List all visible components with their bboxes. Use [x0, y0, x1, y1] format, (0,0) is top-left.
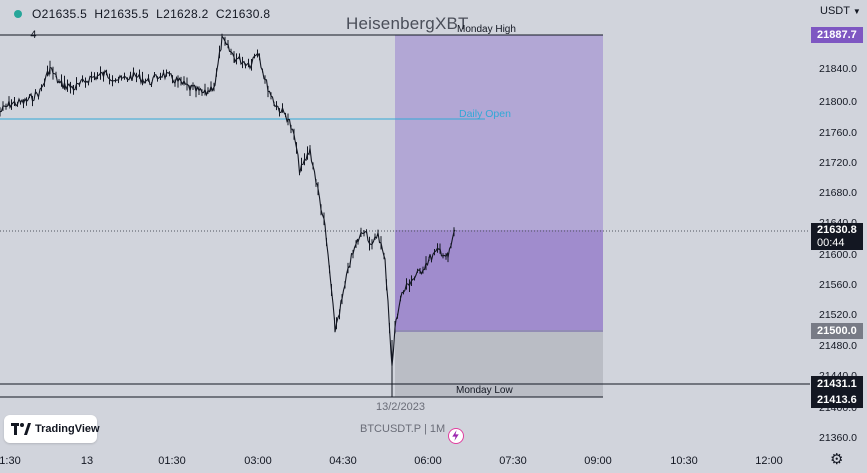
monday-high-label: Monday High	[457, 24, 516, 35]
monday-low-label: Monday Low	[456, 385, 513, 396]
y-tick: 21720.0	[819, 157, 857, 169]
x-tick: 13	[80, 455, 94, 467]
x-tick: 03:00	[244, 455, 272, 467]
y-tick: 21840.0	[819, 63, 857, 75]
x-tick: 1:30	[0, 455, 21, 467]
x-tick: 01:30	[158, 455, 186, 467]
countdown: 00:44	[817, 237, 845, 249]
y-tick: 21680.0	[819, 187, 857, 199]
last-price-tag: 21630.8 00:44	[811, 223, 863, 250]
crosshair-date: 13/2/2023	[376, 401, 425, 413]
tradingview-logo-text: TradingView	[35, 423, 100, 435]
last-price-value: 21630.8	[817, 224, 857, 236]
tradingview-logo[interactable]: TradingView	[4, 415, 100, 443]
daily-open-label: Daily Open	[459, 108, 511, 120]
y-tick: 21600.0	[819, 249, 857, 261]
y-tick: 21520.0	[819, 309, 857, 321]
ohlc-close: C21630.8	[215, 7, 271, 21]
y-tick: 21560.0	[819, 279, 857, 291]
box-low-tag: 21500.0	[811, 323, 863, 339]
low-tag-1: 21431.1	[811, 376, 863, 392]
x-tick: 12:00	[755, 455, 783, 467]
x-tick: 10:30	[670, 455, 698, 467]
watermark: HeisenbergXBT	[346, 14, 469, 33]
x-tick: 04:30	[329, 455, 357, 467]
upper-zone	[395, 35, 603, 230]
y-tick: 21360.0	[819, 432, 857, 444]
y-tick: 21800.0	[819, 96, 857, 108]
monday-high-tag: 21887.7	[811, 27, 863, 43]
grey-zone	[395, 330, 603, 397]
ohlc-legend: O21635.5 H21635.5 L21628.2 C21630.8	[14, 7, 270, 21]
lower-zone	[395, 230, 603, 330]
x-tick: 07:30	[499, 455, 527, 467]
price-wicks	[0, 33, 455, 370]
status-dot-icon	[14, 10, 22, 18]
lightning-icon[interactable]	[448, 428, 464, 444]
y-tick: 21760.0	[819, 127, 857, 139]
ohlc-open: O21635.5	[32, 7, 88, 21]
currency-label: USDT	[820, 5, 850, 17]
y-tick: 21480.0	[819, 340, 857, 352]
chevron-down-icon: ▼	[852, 7, 861, 16]
price-series	[0, 34, 456, 367]
x-tick: 09:00	[584, 455, 612, 467]
ohlc-high: H21635.5	[94, 7, 149, 21]
left-marker-value: 4	[30, 29, 37, 41]
ohlc-low: L21628.2	[156, 7, 209, 21]
left-marker: – – 4	[12, 29, 37, 41]
x-tick: 06:00	[414, 455, 442, 467]
gear-icon[interactable]: ⚙	[830, 451, 844, 468]
tradingview-logo-icon	[11, 423, 31, 435]
currency-select[interactable]: USDT ▼	[820, 5, 861, 17]
low-tag-2: 21413.6	[811, 392, 863, 408]
symbol-info: BTCUSDT.P | 1M	[360, 423, 446, 435]
